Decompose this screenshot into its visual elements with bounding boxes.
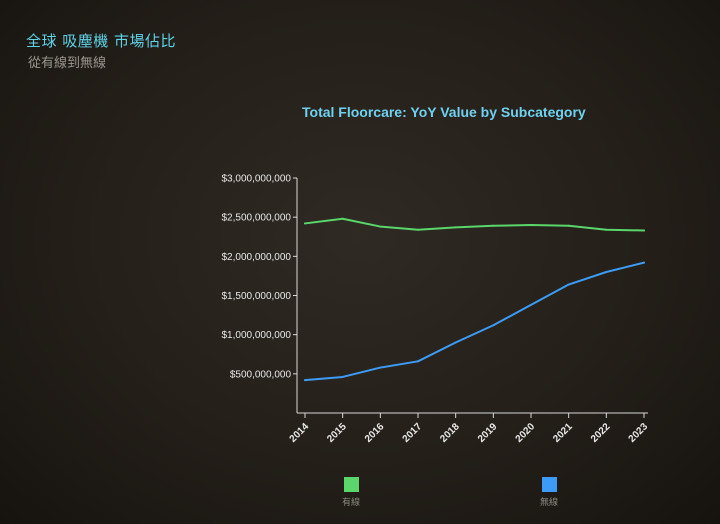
x-tick-label: 2014: [288, 421, 312, 445]
data-point: [530, 224, 532, 226]
y-tick-label: $3,000,000,000: [221, 174, 291, 185]
y-tick-label: $1,000,000,000: [221, 330, 291, 341]
data-point: [379, 225, 382, 228]
y-tick-label: $2,000,000,000: [221, 252, 291, 263]
data-point: [643, 261, 645, 264]
chart-title: Total Floorcare: YoY Value by Subcategor…: [302, 104, 586, 120]
data-point: [379, 366, 382, 369]
legend-item-wireless: 無線: [529, 477, 569, 508]
data-point: [605, 228, 608, 231]
y-tick-label: $500,000,000: [230, 369, 292, 380]
x-tick-label: 2017: [401, 421, 425, 445]
x-tick-label: 2016: [363, 421, 387, 445]
data-point: [530, 303, 532, 306]
data-point: [643, 229, 645, 232]
legend-swatch: [343, 477, 359, 492]
data-point: [454, 341, 457, 344]
data-point: [341, 217, 344, 220]
x-tick-label: 2023: [627, 421, 651, 445]
data-point: [417, 360, 419, 363]
y-tick-label: $1,500,000,000: [221, 291, 291, 302]
slide-title: 全球 吸塵機 市場佔比: [26, 32, 177, 50]
data-point: [304, 222, 306, 225]
slide-subtitle: 從有線到無線: [28, 56, 107, 71]
data-point: [492, 224, 495, 227]
legend-label: 有線: [341, 498, 360, 508]
x-tick-label: 2021: [551, 421, 575, 445]
series-line-wired: [304, 217, 645, 232]
legend-label: 無線: [539, 498, 558, 508]
y-tick-label: $2,500,000,000: [221, 213, 291, 224]
data-point: [605, 271, 608, 273]
x-tick-label: 2018: [438, 421, 462, 445]
data-point: [567, 224, 570, 227]
legend-swatch: [541, 477, 557, 492]
series-line-wireless: [304, 261, 645, 382]
data-point: [417, 228, 419, 231]
data-point: [341, 375, 344, 378]
x-tick-label: 2015: [325, 421, 349, 445]
x-tick-label: 2019: [476, 421, 500, 445]
legend-item-wired: 有線: [331, 477, 371, 508]
x-tick-label: 2020: [514, 421, 538, 445]
x-tick-label: 2022: [589, 421, 613, 445]
data-point: [454, 226, 457, 229]
data-point: [492, 324, 495, 327]
data-point: [567, 283, 570, 286]
data-point: [304, 379, 306, 382]
